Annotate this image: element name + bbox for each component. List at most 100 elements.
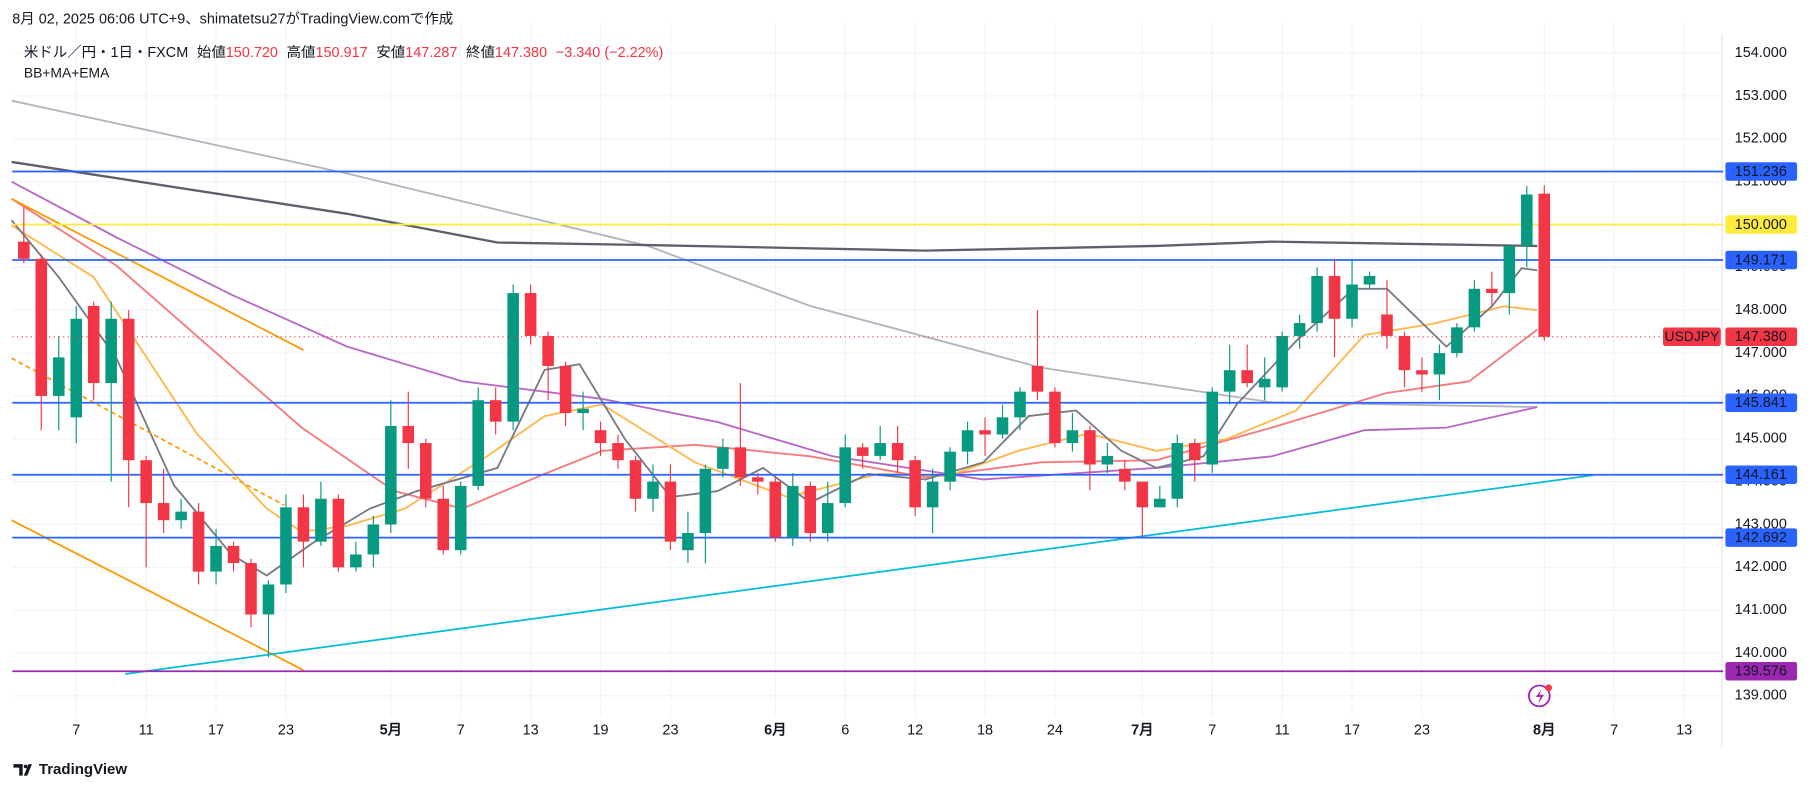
candle-body bbox=[1486, 288, 1498, 294]
candle-body bbox=[1398, 335, 1411, 371]
y-tick-label: 148.000 bbox=[1735, 302, 1787, 318]
indicator-line bbox=[11, 160, 1538, 252]
candle-body bbox=[1136, 481, 1149, 508]
candle-body bbox=[856, 447, 869, 456]
candle-body bbox=[1101, 455, 1114, 465]
candle-body bbox=[594, 430, 607, 444]
candle-body bbox=[577, 408, 589, 414]
symbol-label: USDJPY bbox=[1665, 328, 1720, 344]
open: 150.720 bbox=[226, 45, 278, 61]
candle-body bbox=[1451, 327, 1463, 354]
x-tick-label: 18 bbox=[977, 722, 993, 738]
candle-body bbox=[717, 447, 729, 469]
alert-icon[interactable] bbox=[1527, 684, 1553, 708]
x-tick-label: 23 bbox=[278, 722, 294, 738]
candle-body bbox=[1346, 284, 1358, 319]
low-label: 安値 bbox=[376, 44, 405, 61]
trend-line bbox=[11, 519, 304, 671]
candle-body bbox=[1468, 288, 1481, 328]
symbol: 米ドル／円・1日・FXCM bbox=[24, 44, 188, 61]
candle-body bbox=[682, 533, 694, 551]
candle-body bbox=[752, 477, 764, 482]
candle-body bbox=[1171, 443, 1184, 499]
candle-body bbox=[909, 460, 921, 508]
candle-body bbox=[1276, 335, 1288, 388]
candle-body bbox=[542, 335, 554, 366]
candle-body bbox=[157, 503, 170, 521]
x-tick-label: 11 bbox=[1275, 722, 1290, 738]
candle-body bbox=[1363, 275, 1376, 285]
candle-body bbox=[1311, 275, 1323, 324]
level-label: 144.161 bbox=[1735, 467, 1787, 483]
y-tick-label: 145.000 bbox=[1735, 431, 1787, 447]
candle-body bbox=[385, 425, 397, 525]
candle-body bbox=[787, 485, 799, 538]
candle-body bbox=[402, 425, 415, 444]
candle-body bbox=[1119, 468, 1131, 482]
candle-body bbox=[1049, 391, 1061, 444]
x-tick-label: 11 bbox=[139, 722, 154, 738]
level-badge bbox=[1725, 215, 1798, 234]
low: 147.287 bbox=[405, 45, 457, 61]
candle-body bbox=[315, 498, 327, 542]
level-badge bbox=[1725, 661, 1798, 681]
candle-body bbox=[1433, 353, 1446, 375]
candle-body bbox=[612, 443, 624, 461]
candle-body bbox=[332, 498, 345, 568]
candle-body bbox=[699, 468, 712, 534]
candle-body bbox=[647, 481, 659, 499]
candle-body bbox=[524, 293, 537, 336]
candle-body bbox=[979, 430, 991, 435]
x-tick-label: 7 bbox=[1610, 722, 1618, 738]
x-tick-label: 17 bbox=[1344, 722, 1360, 738]
high: 150.917 bbox=[316, 45, 368, 61]
candle-body bbox=[192, 511, 205, 572]
candle-body bbox=[140, 460, 152, 504]
candle-body bbox=[1031, 365, 1044, 392]
open-label: 始値 bbox=[197, 44, 226, 61]
candle-body bbox=[559, 365, 572, 414]
candle-body bbox=[629, 460, 642, 499]
candle-body bbox=[1223, 370, 1236, 392]
price-badge bbox=[1725, 327, 1798, 347]
y-tick-label: 152.000 bbox=[1735, 131, 1787, 147]
candle-body bbox=[1084, 430, 1096, 465]
candle-body bbox=[210, 545, 222, 572]
x-tick-label: 7 bbox=[457, 722, 465, 738]
candle-body bbox=[245, 563, 257, 615]
candle-body bbox=[1416, 370, 1428, 375]
level-label: 142.692 bbox=[1735, 530, 1787, 546]
candle-body bbox=[489, 400, 502, 422]
trend-line bbox=[125, 474, 1594, 675]
candle-body bbox=[419, 443, 432, 499]
x-tick-label: 7月 bbox=[1131, 721, 1153, 738]
candle-body bbox=[437, 498, 450, 551]
y-tick-label: 153.000 bbox=[1735, 88, 1787, 104]
candle-body bbox=[1154, 498, 1166, 508]
candle-body bbox=[297, 507, 310, 542]
candle-body bbox=[734, 447, 747, 478]
candle-body bbox=[1538, 193, 1551, 337]
candle-body bbox=[944, 451, 956, 482]
candle-body bbox=[35, 258, 48, 396]
symbol-badge bbox=[1663, 327, 1721, 347]
level-label: 149.171 bbox=[1735, 252, 1787, 268]
candle-body bbox=[1066, 430, 1079, 444]
x-tick-label: 19 bbox=[593, 722, 609, 738]
candle-body bbox=[87, 305, 100, 384]
candle-body bbox=[839, 447, 851, 504]
candle-body bbox=[996, 417, 1009, 435]
x-tick-label: 13 bbox=[1676, 722, 1692, 738]
level-label: 151.236 bbox=[1735, 164, 1787, 180]
candle-body bbox=[821, 503, 834, 534]
y-tick-label: 141.000 bbox=[1735, 602, 1787, 618]
y-tick-label: 140.000 bbox=[1735, 645, 1787, 661]
plot-area: 139.000140.000141.000142.000143.000144.0… bbox=[10, 23, 1798, 746]
y-tick-label: 147.000 bbox=[1735, 345, 1787, 361]
legend: 米ドル／円・1日・FXCM 始値150.720 高値150.917 安値147.… bbox=[24, 44, 664, 61]
candle-body bbox=[52, 357, 65, 396]
candle-body bbox=[350, 554, 362, 568]
x-tick-label: 7 bbox=[1208, 722, 1216, 738]
price-label: 147.380 bbox=[1735, 329, 1787, 345]
